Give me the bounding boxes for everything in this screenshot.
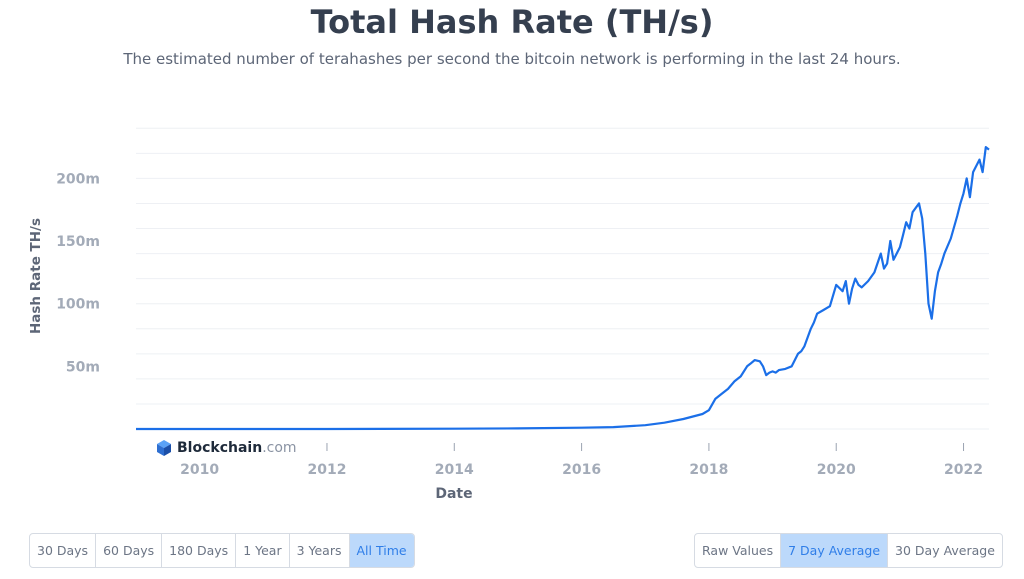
blockchain-cube-icon (157, 440, 171, 456)
x-tick-label: 2016 (562, 462, 601, 478)
y-axis-label: Hash Rate TH/s (28, 218, 44, 334)
x-tick-label: 2012 (307, 462, 346, 478)
page-subtitle: The estimated number of terahashes per s… (123, 50, 901, 68)
page-title: Total Hash Rate (TH/s) (310, 3, 714, 41)
brand-name: Blockchain.com (177, 440, 297, 456)
range-button-1-year[interactable]: 1 Year (236, 534, 290, 567)
y-tick-label: 50m (66, 359, 100, 375)
x-tick-label: 2010 (180, 462, 219, 478)
average-button-7-day-average[interactable]: 7 Day Average (781, 534, 889, 567)
x-tick-label: 2020 (817, 462, 856, 478)
range-button-60-days[interactable]: 60 Days (96, 534, 163, 567)
y-axis: 50m 100m 150m 200m (56, 171, 100, 375)
grid-lines (136, 127, 989, 430)
x-tick-label: 2018 (689, 462, 728, 478)
time-range-selector: 30 Days 60 Days 180 Days 1 Year 3 Years All T… (29, 533, 415, 568)
range-button-all-time[interactable]: All Time (349, 534, 414, 567)
range-button-180-days[interactable]: 180 Days (162, 534, 237, 567)
average-selector: Raw Values 7 Day Average 30 Day Average (694, 533, 1003, 568)
y-tick-label: 100m (56, 297, 100, 313)
average-button-30-day-average[interactable]: 30 Day Average (895, 543, 995, 558)
x-axis: 2010 2012 2014 2016 2018 2020 2022 (180, 443, 983, 478)
brand-logo: Blockchain.com (155, 439, 297, 457)
x-axis-label: Date (435, 486, 472, 502)
hash-rate-line (136, 146, 990, 431)
x-tick-label: 2022 (944, 462, 983, 478)
y-tick-label: 200m (56, 171, 100, 187)
range-button-3-years[interactable]: 3 Years (290, 534, 350, 567)
y-tick-label: 150m (56, 234, 100, 250)
average-button-raw-values[interactable]: Raw Values (695, 534, 782, 567)
range-button-30-days[interactable]: 30 Days (30, 534, 97, 567)
x-tick-label: 2014 (435, 462, 474, 478)
